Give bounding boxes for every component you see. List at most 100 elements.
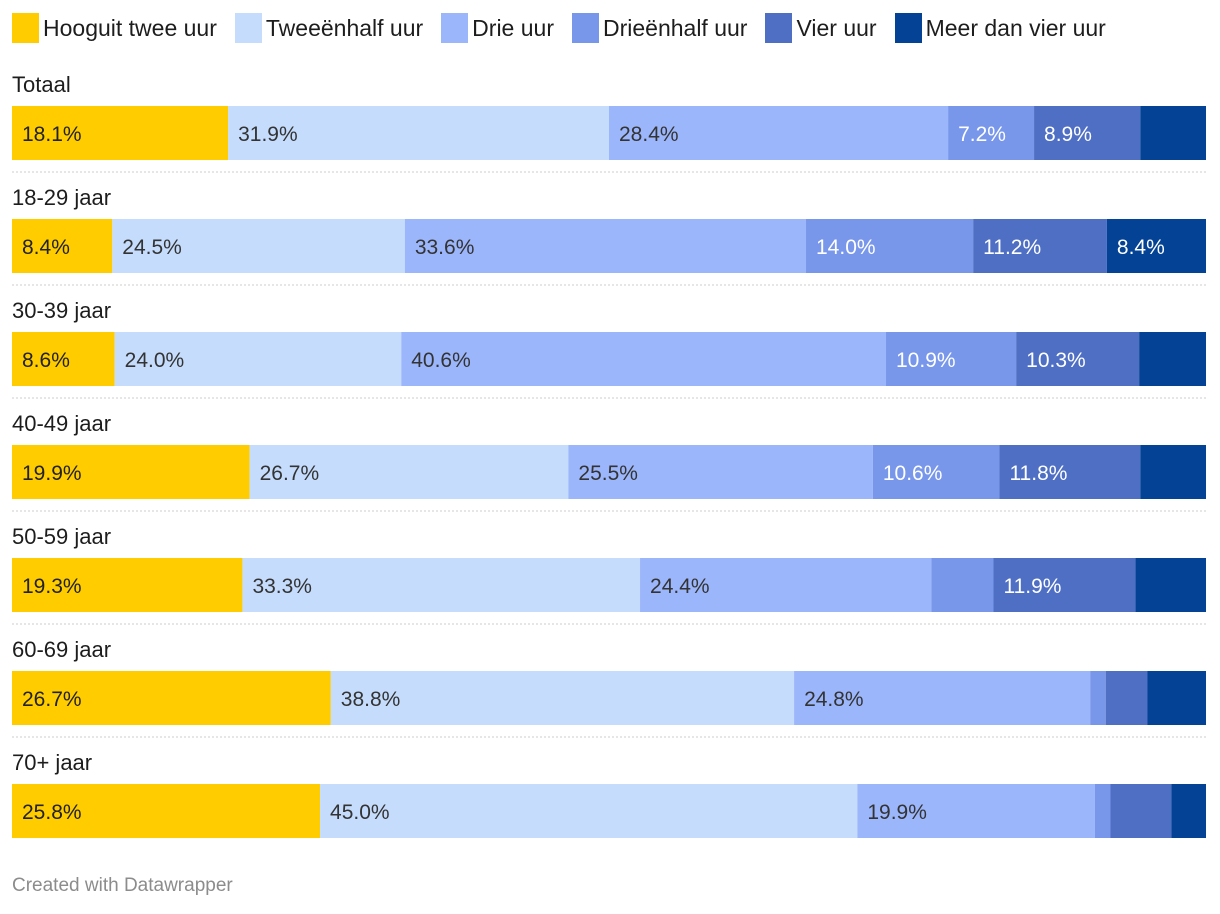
bar-value-label: 10.6% (883, 462, 943, 485)
legend-item: Tweeënhalf uur (234, 13, 424, 43)
bar-segment (242, 558, 641, 612)
bar-segment (1140, 445, 1206, 499)
bar-segment (12, 445, 250, 499)
bar-segment (12, 784, 321, 838)
bar-value-label: 7.2% (958, 123, 1006, 146)
bar-value-label: 8.4% (1117, 236, 1165, 259)
legend: Hooguit twee uur Tweeënhalf uur Drie uur Dr… (12, 12, 1210, 44)
bar-value-label: 10.9% (896, 349, 956, 372)
bar-value-label: 24.0% (125, 349, 185, 372)
bar-value-label: 8.9% (1044, 123, 1092, 146)
bar-segment (609, 106, 949, 160)
bar-value-label: 26.7% (22, 688, 82, 711)
bar-value-label: 19.9% (22, 462, 82, 485)
bar-value-label: 24.5% (122, 236, 182, 259)
legend-label: Tweeënhalf uur (265, 14, 424, 41)
legend-item: Hooguit twee uur (12, 13, 217, 43)
bar-value-label: 38.8% (341, 688, 401, 711)
bar-segment (1105, 671, 1148, 725)
bar-row: Totaal 18.1% 31.9% 28.4% 7.2% 8.9% (12, 72, 1206, 173)
bar-value-label: 25.8% (22, 801, 82, 824)
bar-value-label: 33.6% (415, 236, 475, 259)
bar-segment (1171, 784, 1206, 838)
bar-value-label: 11.9% (1003, 575, 1061, 598)
bar-segment (12, 671, 331, 725)
row-label: 40-49 jaar (12, 411, 111, 436)
bar-segment (1106, 219, 1206, 273)
bar-row: 40-49 jaar 19.9% 26.7% 25.5% 10.6% 11.8% (12, 411, 1206, 512)
bar-segment (12, 106, 229, 160)
row-label: Totaal (12, 72, 71, 97)
bar-segment (857, 784, 1095, 838)
bar-segment (993, 558, 1136, 612)
legend-label: Meer dan vier uur (925, 14, 1106, 41)
bar-segment (401, 332, 886, 386)
bar-segment (973, 219, 1107, 273)
row-label: 70+ jaar (12, 750, 92, 775)
legend-label: Drieënhalf uur (602, 14, 748, 41)
row-label: 18-29 jaar (12, 185, 111, 210)
row-label: 60-69 jaar (12, 637, 111, 662)
bar-segment (806, 219, 974, 273)
legend-label: Drie uur (472, 14, 554, 41)
bar-value-label: 45.0% (330, 801, 390, 824)
bar-value-label: 18.1% (22, 123, 82, 146)
bar-segment (568, 445, 873, 499)
bar-segment (1090, 671, 1106, 725)
bar-segment (1034, 106, 1141, 160)
bar-segment (12, 332, 115, 386)
legend-label: Hooguit twee uur (43, 14, 217, 41)
bar-segment (1135, 558, 1206, 612)
bar-segment (1110, 784, 1172, 838)
bar-value-label: 33.3% (252, 575, 312, 598)
legend-item: Meer dan vier uur (894, 13, 1106, 43)
bar-value-label: 8.4% (22, 236, 70, 259)
legend-swatch (234, 13, 262, 43)
credit-footer: Created with Datawrapper (12, 875, 233, 896)
bar-segment (1016, 332, 1140, 386)
bar-value-label: 25.5% (578, 462, 638, 485)
bar-segment (228, 106, 610, 160)
legend-swatch (894, 13, 922, 43)
bar-segment (640, 558, 932, 612)
legend-swatch (12, 13, 39, 43)
bar-value-label: 24.8% (804, 688, 864, 711)
bar-value-label: 40.6% (411, 349, 471, 372)
bar-value-label: 28.4% (619, 123, 679, 146)
legend-swatch (441, 13, 469, 43)
row-label: 50-59 jaar (12, 524, 111, 549)
bar-segment (1147, 671, 1206, 725)
bar-segment (931, 558, 994, 612)
row-label: 30-39 jaar (12, 298, 111, 323)
bar-value-label: 11.8% (1009, 462, 1067, 485)
bar-row: 70+ jaar 25.8% 45.0% 19.9% (12, 750, 1206, 838)
bar-value-label: 24.4% (650, 575, 710, 598)
bar-segment (872, 445, 1000, 499)
bar-row: 18-29 jaar 8.4% 24.5% 33.6% 14.0% 11.2% 8.4% (12, 185, 1206, 286)
bar-segment (112, 219, 405, 273)
legend-item: Vier uur (765, 13, 877, 43)
bar-segment (794, 671, 1091, 725)
bar-value-label: 10.3% (1026, 349, 1086, 372)
bar-segment (12, 219, 113, 273)
bar-value-label: 11.2% (983, 236, 1041, 259)
bar-row: 30-39 jaar 8.6% 24.0% 40.6% 10.9% 10.3% (12, 298, 1206, 399)
bar-value-label: 14.0% (816, 236, 876, 259)
bar-segment (886, 332, 1017, 386)
bar-value-label: 8.6% (22, 349, 70, 372)
legend-item: Drie uur (441, 13, 554, 43)
legend-swatch (571, 13, 599, 43)
legend-item: Drieënhalf uur (571, 13, 748, 43)
legend-label: Vier uur (796, 14, 877, 41)
legend-swatch (765, 13, 793, 43)
stacked-bar-chart: Totaal 18.1% 31.9% 28.4% 7.2% 8.9% 18-29 jaar 8… (12, 72, 1206, 838)
bar-segment (404, 219, 807, 273)
bar-value-label: 31.9% (238, 123, 298, 146)
bar-segment (1094, 784, 1111, 838)
bar-row: 60-69 jaar 26.7% 38.8% 24.8% (12, 637, 1206, 738)
bar-segment (249, 445, 569, 499)
bar-value-label: 26.7% (260, 462, 320, 485)
bar-segment (948, 106, 1035, 160)
bar-segment (1139, 332, 1206, 386)
bar-value-label: 19.3% (22, 575, 82, 598)
